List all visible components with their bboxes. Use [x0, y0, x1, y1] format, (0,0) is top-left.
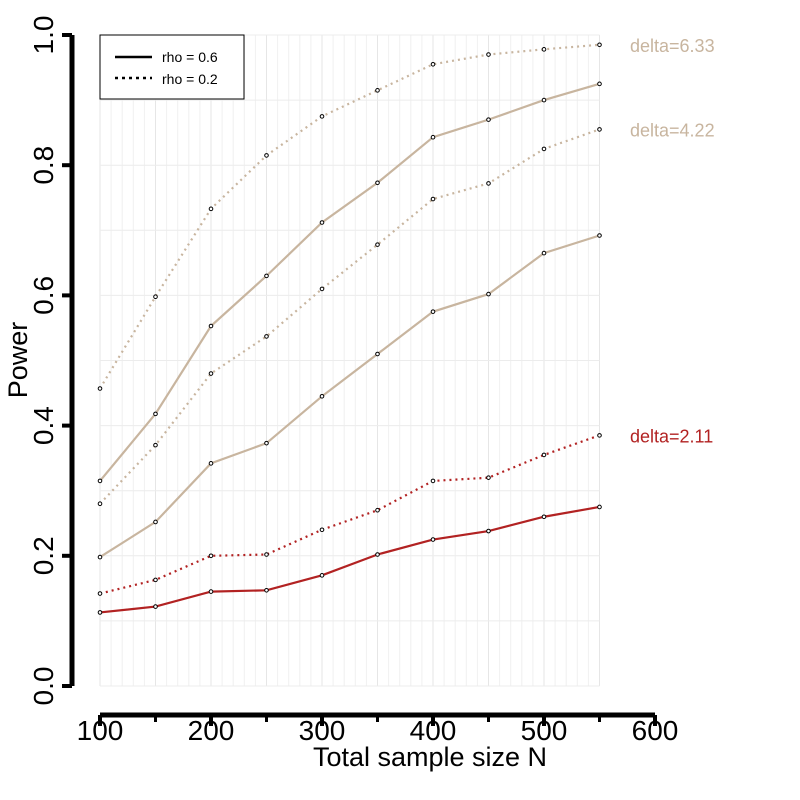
data-point: [97, 554, 103, 560]
data-point: [97, 591, 103, 596]
data-point: [97, 478, 103, 484]
data-point: [375, 351, 380, 357]
series-line: [99, 434, 600, 595]
data-point: [541, 146, 547, 152]
y-tick-label: 0.2: [28, 536, 59, 575]
data-point: [319, 114, 325, 119]
delta-annotation: delta=2.11: [630, 426, 713, 446]
series-line: [99, 128, 600, 505]
legend-label-rho-06: rho = 0.6: [162, 49, 218, 65]
data-point: [597, 42, 602, 48]
x-tick-label: 100: [77, 715, 124, 746]
data-point: [486, 475, 491, 480]
series-line: [99, 234, 600, 559]
data-point: [430, 537, 436, 542]
data-point: [153, 604, 158, 609]
x-tick-label: 600: [632, 715, 679, 746]
legend-label-rho-02: rho = 0.2: [162, 71, 218, 87]
data-point: [264, 588, 269, 593]
data-point: [375, 180, 380, 186]
data-point: [541, 250, 547, 256]
delta-annotation: delta=6.33: [630, 36, 715, 56]
data-point: [486, 291, 491, 297]
x-tick-label: 300: [299, 715, 346, 746]
data-point: [319, 394, 325, 399]
data-point: [486, 52, 491, 57]
data-point: [597, 81, 602, 87]
data-point: [319, 527, 325, 533]
x-tick-label: 200: [188, 715, 235, 746]
data-point: [208, 553, 214, 559]
data-point: [319, 573, 325, 578]
series-layer: [97, 42, 602, 615]
data-point: [430, 309, 436, 314]
data-point: [264, 273, 269, 279]
data-point: [375, 552, 380, 557]
data-point: [208, 206, 214, 212]
x-tick-label: 400: [410, 715, 457, 746]
axes: 0.0 0.2 0.4 0.6 0.8 1.0 100 200 300 400 500 600: [28, 16, 678, 746]
y-axis-label: Power: [3, 322, 33, 399]
y-tick-label: 1.0: [28, 16, 59, 55]
legend: rho = 0.6 rho = 0.2: [99, 34, 245, 100]
data-point: [430, 134, 436, 140]
data-point: [97, 501, 103, 507]
data-point: [486, 117, 491, 122]
data-point: [208, 371, 214, 376]
y-tick-label: 0.6: [28, 276, 59, 315]
data-point: [541, 452, 547, 458]
data-point: [541, 97, 547, 103]
data-point: [153, 577, 158, 583]
series-line: [99, 505, 600, 614]
y-tick-label: 0.0: [28, 667, 59, 706]
data-point: [541, 47, 547, 52]
legend-box: [99, 34, 245, 100]
data-point: [208, 461, 214, 466]
data-point: [375, 88, 380, 93]
annotations: delta=6.33 delta=4.22 delta=2.11: [630, 36, 715, 447]
data-point: [153, 411, 158, 417]
data-point: [97, 610, 103, 615]
data-point: [153, 442, 158, 448]
y-tick-label: 0.8: [28, 146, 59, 185]
data-point: [153, 294, 158, 300]
y-tick-label: 0.4: [28, 406, 59, 445]
data-point: [430, 196, 436, 202]
data-point: [597, 504, 602, 510]
series-line: [99, 82, 600, 482]
data-point: [430, 61, 436, 67]
data-point: [597, 433, 602, 438]
data-point: [97, 386, 103, 391]
data-point: [486, 181, 491, 186]
grid: [99, 34, 600, 687]
data-point: [264, 153, 269, 158]
data-point: [597, 233, 602, 238]
data-point: [264, 440, 269, 446]
data-point: [375, 507, 380, 513]
data-point: [264, 552, 269, 557]
data-point: [208, 323, 214, 329]
data-point: [375, 242, 380, 247]
data-point: [319, 286, 325, 292]
data-point: [264, 334, 269, 339]
data-point: [153, 519, 158, 525]
data-point: [430, 478, 436, 484]
data-point: [208, 589, 214, 594]
data-point: [319, 220, 325, 225]
data-point: [541, 514, 547, 520]
delta-annotation: delta=4.22: [630, 120, 715, 140]
x-axis-label: Total sample size N: [313, 742, 547, 772]
x-tick-label: 500: [521, 715, 568, 746]
data-point: [486, 528, 491, 534]
data-point: [597, 127, 602, 132]
